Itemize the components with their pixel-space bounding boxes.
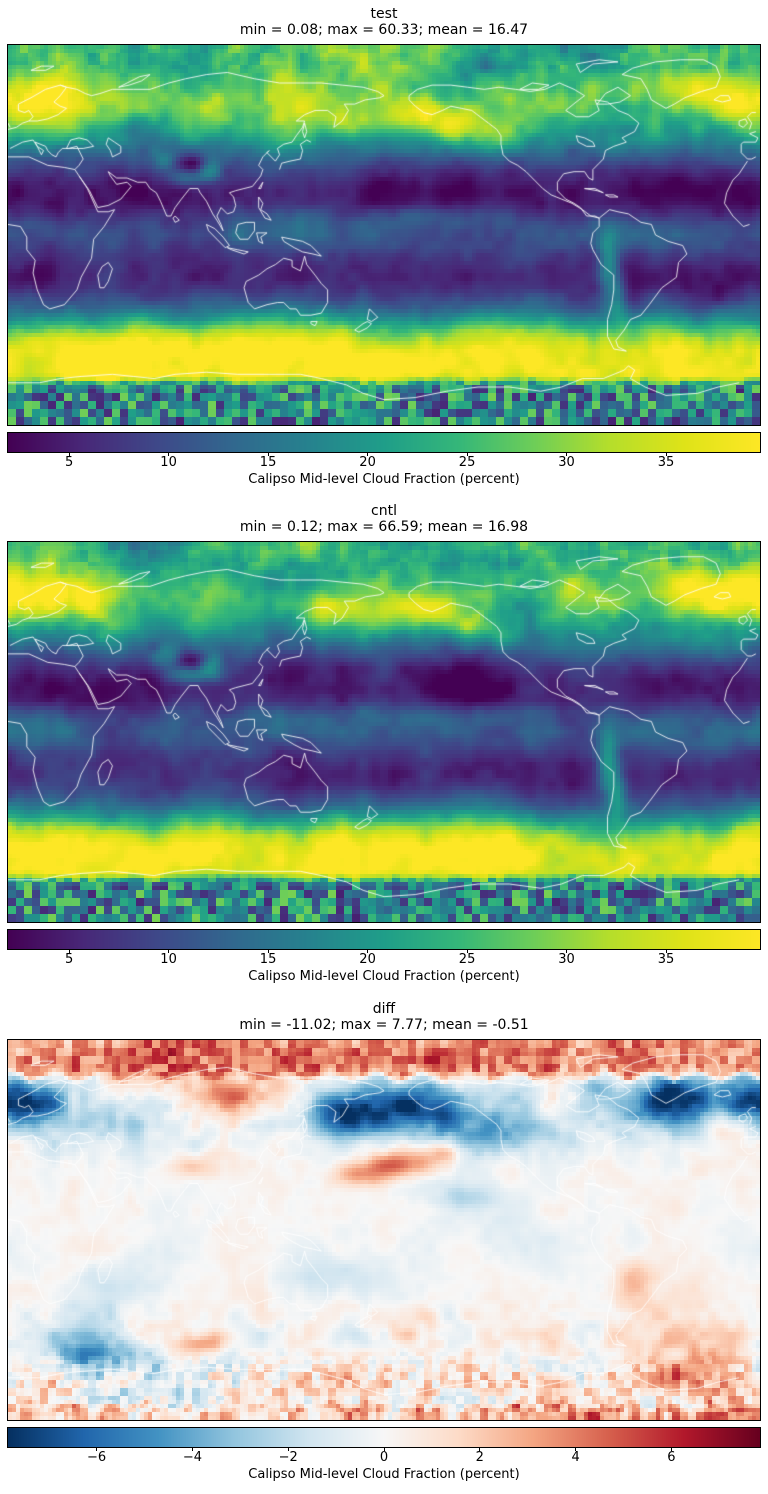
coastlines-canvas xyxy=(8,1040,760,1420)
colorbar-tick-label: 5 xyxy=(64,455,74,470)
colorbar-label: Calipso Mid-level Cloud Fraction (percen… xyxy=(248,1467,520,1482)
colorbar-ticks: 5 10 15 20 25 30 35 xyxy=(8,452,760,474)
colorbar-ticks: 5 10 15 20 25 30 35 xyxy=(8,949,760,971)
map-panel-diff xyxy=(7,1039,761,1421)
colorbar xyxy=(7,1427,761,1448)
colorbar-tick-mark xyxy=(566,949,568,953)
colorbar-tick-mark xyxy=(287,1447,289,1451)
colorbar-tick-label: 25 xyxy=(458,455,476,470)
colorbar-tick-mark xyxy=(367,452,369,456)
colorbar-tick-label: 5 xyxy=(64,952,74,967)
colorbar-tick-label: −2 xyxy=(278,1450,298,1465)
colorbar xyxy=(7,432,761,453)
coastlines-canvas xyxy=(8,45,760,425)
colorbar-tick-mark xyxy=(383,1447,385,1451)
colorbar-tick-mark xyxy=(665,949,667,953)
colorbar-tick-mark xyxy=(466,452,468,456)
colorbar-tick-label: 10 xyxy=(160,952,177,967)
colorbar-tick-mark xyxy=(168,949,170,953)
colorbar-tick-mark xyxy=(267,949,269,953)
colorbar-gradient-canvas xyxy=(8,1428,760,1447)
colorbar-tick-label: 30 xyxy=(558,455,575,470)
colorbar-tick-label: 15 xyxy=(259,455,277,470)
colorbar-tick-label: 4 xyxy=(571,1450,580,1465)
colorbar-tick-mark xyxy=(68,452,70,456)
colorbar-gradient-canvas xyxy=(8,930,760,949)
colorbar-tick-label: 30 xyxy=(558,952,575,967)
colorbar-tick-mark xyxy=(168,452,170,456)
colorbar-tick-mark xyxy=(267,452,269,456)
colorbar-tick-mark xyxy=(670,1447,672,1451)
colorbar-label: Calipso Mid-level Cloud Fraction (percen… xyxy=(248,472,520,487)
colorbar-gradient-canvas xyxy=(8,433,760,452)
panel-title: test xyxy=(370,6,398,22)
colorbar-tick-label: 35 xyxy=(657,455,675,470)
panel-stats: min = 0.08; max = 60.33; mean = 16.47 xyxy=(239,22,529,38)
colorbar-tick-label: 25 xyxy=(458,952,476,967)
colorbar-tick-mark xyxy=(575,1447,577,1451)
colorbar-ticks: −6 −4 −2 0 2 4 6 xyxy=(8,1447,760,1469)
colorbar-tick-mark xyxy=(466,949,468,953)
colorbar-tick-label: 2 xyxy=(475,1450,484,1465)
panel-stats: min = -11.02; max = 7.77; mean = -0.51 xyxy=(239,1017,529,1033)
colorbar-tick-label: −6 xyxy=(87,1450,107,1465)
colorbar-tick-mark xyxy=(96,1447,98,1451)
colorbar-tick-label: 15 xyxy=(259,952,277,967)
colorbar-tick-mark xyxy=(367,949,369,953)
panel-stats: min = 0.12; max = 66.59; mean = 16.98 xyxy=(239,519,529,535)
colorbar-tick-mark xyxy=(479,1447,481,1451)
colorbar-tick-mark xyxy=(191,1447,193,1451)
colorbar-tick-label: −4 xyxy=(182,1450,202,1465)
map-panel-test xyxy=(7,44,761,426)
colorbar-tick-label: 20 xyxy=(359,455,376,470)
colorbar-tick-mark xyxy=(665,452,667,456)
coastlines-canvas xyxy=(8,542,760,922)
colorbar-tick-label: 10 xyxy=(160,455,177,470)
map-panel-cntl xyxy=(7,541,761,923)
colorbar-tick-mark xyxy=(566,452,568,456)
panel-title: cntl xyxy=(371,503,397,519)
colorbar-tick-label: 0 xyxy=(379,1450,389,1465)
colorbar-tick-label: 6 xyxy=(667,1450,676,1465)
colorbar-tick-label: 35 xyxy=(657,952,675,967)
colorbar-tick-mark xyxy=(68,949,70,953)
panel-title: diff xyxy=(372,1001,396,1017)
colorbar-label: Calipso Mid-level Cloud Fraction (percen… xyxy=(248,969,520,984)
colorbar xyxy=(7,929,761,950)
colorbar-tick-label: 20 xyxy=(359,952,376,967)
